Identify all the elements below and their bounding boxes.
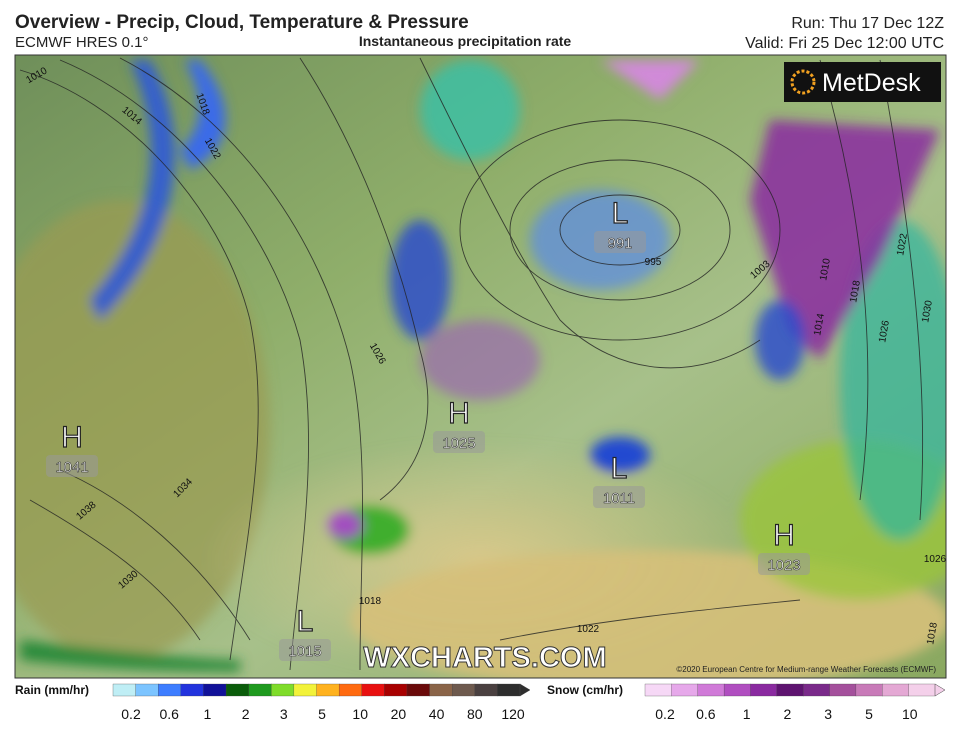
legend-tick-label: 3 [280,706,288,722]
isobar-label: 1018 [848,279,863,303]
isobar-label: 1026 [877,319,892,343]
legend-arrow [519,683,531,697]
legend-swatch [135,683,159,697]
legend-swatch [776,683,804,697]
legend-swatch [452,683,476,697]
legend-swatch [497,683,521,697]
legend-tick-label: 0.2 [121,706,141,722]
isobars [19,57,924,671]
center-value: 1015 [288,643,321,660]
legend-tick-label: 3 [824,706,832,722]
legend: 0.2 0.6 1 2 3 5 10 20 40 80 120 0.2 0.6 1 2 3 5 10 [112,683,946,722]
center-type: H [773,519,795,552]
legend-tick-label: 20 [391,706,407,722]
center-type: L [612,197,629,230]
logo-box [784,62,941,102]
center-label-box [758,553,810,575]
isobar-label: 1022 [895,232,910,256]
map-frame [14,54,947,679]
legend-tick-label: 120 [501,706,525,722]
legend-tick-label: 5 [865,706,873,722]
legend-swatch [158,683,182,697]
legend-swatch [180,683,204,697]
model: ECMWF HRES 0.1° [15,34,149,51]
legend-swatch [429,683,453,697]
legend-swatch [644,683,672,697]
legend-swatch [829,683,857,697]
legend-swatch [225,683,250,697]
center-type: L [611,452,628,485]
legend-swatch [671,683,699,697]
legend-tick-label: 10 [352,706,368,722]
pressure-centers: H 1041 H 1025 L 991 L 1011 H 1023 L 1015 [46,196,810,661]
legend-swatch [248,683,272,697]
center-label-box [279,639,331,661]
logo-icon [790,69,816,95]
legend-tick-label: 0.6 [696,706,716,722]
isobar-label: 1030 [920,299,935,323]
watermark: WXCHARTS.COM [363,642,606,674]
center-label-box [46,455,98,477]
isobar-label: 1022 [577,624,600,635]
legend-tick-label: 1 [743,706,751,722]
legend-tick-label: 10 [902,706,918,722]
center-type: L [297,605,314,638]
legend-swatch [271,683,295,697]
legend-swatch [361,683,385,697]
copyright: ©2020 European Centre for Medium-range W… [676,665,936,674]
map: H 1041 H 1025 L 991 L 1011 H 1023 L 1015 1010 1014 10… [15,55,947,678]
isobar-label: 1010 [818,257,833,281]
center-type: H [448,397,470,430]
legend-arrow [934,683,946,697]
legend-swatch [803,683,830,697]
center-label-box [593,486,645,508]
legend-tick-label: 0.2 [655,706,675,722]
legend-tick-label: 2 [242,706,250,722]
title: Overview - Precip, Cloud, Temperature & … [15,12,469,33]
legend-swatch [316,683,340,697]
center-label-box [433,431,485,453]
isobar-label: 1018 [359,596,382,607]
center-value: 1041 [55,459,88,476]
isobar-label: 1014 [812,312,827,336]
valid-time: Valid: Fri 25 Dec 12:00 UTC [745,35,944,52]
legend-tick-label: 5 [318,706,326,722]
center-value: 1011 [603,490,635,507]
center-label-box [594,231,646,253]
legend-swatch [112,683,137,697]
legend-swatch [203,683,227,697]
center-value: 1023 [767,557,800,574]
legend-swatch [406,683,431,697]
isobar-label: 995 [645,257,662,268]
legend-swatch [855,683,883,697]
legend-swatch [474,683,498,697]
snow-legend-title: Snow (cm/hr) [547,683,623,697]
legend-swatch [384,683,408,697]
legend-swatch [723,683,751,697]
legend-swatch [293,683,317,697]
legend-tick-label: 80 [467,706,483,722]
center-type: H [61,421,83,454]
legend-swatch [697,683,725,697]
legend-tick-label: 1 [204,706,212,722]
subtitle: Instantaneous precipitation rate [359,33,572,49]
legend-tick-label: 40 [429,706,445,722]
legend-swatch [882,683,910,697]
legend-swatch [338,683,363,697]
legend-tick-label: 0.6 [159,706,179,722]
run-time: Run: Thu 17 Dec 12Z [791,15,944,32]
legend-swatch [750,683,778,697]
center-value: 991 [607,235,632,252]
logo: MetDesk [822,69,921,97]
isobar-label: 1026 [924,554,947,565]
isobar-label: 1018 [925,621,940,645]
center-value: 1025 [442,435,475,452]
legend-tick-label: 2 [784,706,792,722]
legend-swatch [908,683,936,697]
rain-legend-title: Rain (mm/hr) [15,683,89,697]
